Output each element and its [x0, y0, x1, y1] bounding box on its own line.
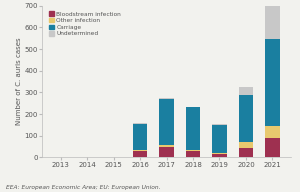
Bar [265, 39, 280, 127]
Bar [186, 151, 200, 157]
Bar [212, 124, 227, 125]
Bar [212, 125, 227, 153]
Bar [238, 87, 253, 95]
Bar [265, 127, 280, 138]
Bar [133, 151, 147, 157]
Bar [238, 148, 253, 157]
Bar [186, 150, 200, 151]
Bar [212, 153, 227, 154]
Bar [133, 124, 147, 150]
Bar [159, 145, 174, 147]
Bar [159, 98, 174, 99]
Bar [265, 6, 280, 39]
Legend: Bloodstream infection, Other infection, Carriage, Undetermined: Bloodstream infection, Other infection, … [47, 10, 122, 38]
Bar [133, 123, 147, 124]
Bar [159, 147, 174, 157]
Text: EEA: European Economic Area; EU: European Union.: EEA: European Economic Area; EU: Europea… [6, 185, 160, 190]
Y-axis label: Number of C. auris cases: Number of C. auris cases [16, 38, 22, 125]
Bar [159, 99, 174, 145]
Bar [265, 138, 280, 157]
Bar [133, 150, 147, 151]
Bar [212, 154, 227, 157]
Bar [238, 95, 253, 142]
Bar [186, 107, 200, 150]
Bar [238, 142, 253, 148]
